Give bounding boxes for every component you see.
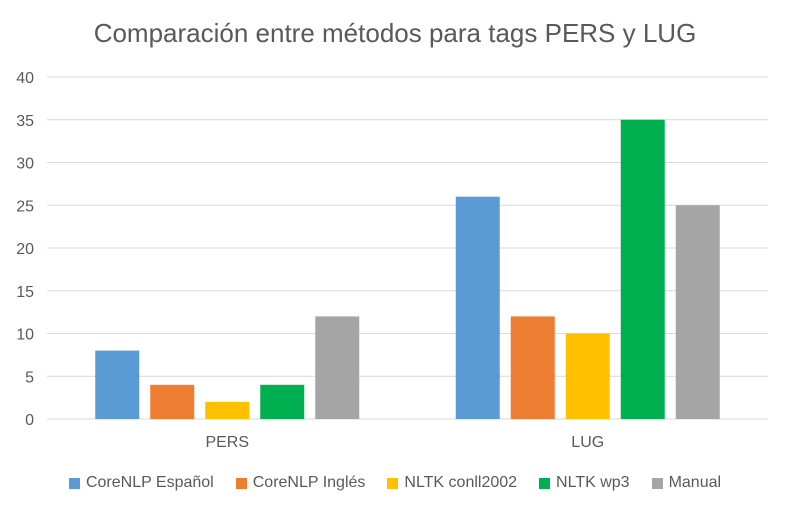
bar bbox=[510, 316, 555, 419]
bar bbox=[455, 196, 500, 419]
legend-label: CoreNLP Español bbox=[85, 474, 214, 491]
y-tick-label: 10 bbox=[16, 327, 34, 344]
legend-label: CoreNLP Inglés bbox=[252, 474, 366, 491]
legend-item: CoreNLP Español bbox=[68, 474, 214, 492]
bar bbox=[315, 316, 360, 419]
legend-swatch bbox=[235, 477, 247, 489]
y-tick-label: 5 bbox=[25, 369, 34, 386]
y-tick-label: 30 bbox=[16, 156, 34, 173]
y-tick-label: 0 bbox=[25, 412, 34, 429]
bar bbox=[95, 350, 140, 419]
legend-label: NLTK wp3 bbox=[556, 474, 630, 491]
bar bbox=[675, 205, 720, 419]
bar bbox=[565, 333, 610, 419]
plot-area: 0 5 10 15 20 25 30 35 40 PERS LUG bbox=[16, 70, 768, 451]
bar bbox=[150, 384, 195, 419]
y-tick-label: 20 bbox=[16, 241, 34, 258]
legend-swatch bbox=[651, 477, 663, 489]
bar bbox=[260, 384, 305, 419]
legend-item: Manual bbox=[651, 474, 722, 492]
x-tick-label: LUG bbox=[571, 434, 604, 451]
legend-item: NLTK wp3 bbox=[539, 474, 630, 492]
y-tick-label: 15 bbox=[16, 284, 34, 301]
y-tick-label: 40 bbox=[16, 70, 34, 87]
y-tick-label: 35 bbox=[16, 113, 34, 130]
legend-label: Manual bbox=[668, 474, 722, 491]
chart-title: Comparación entre métodos para tags PERS… bbox=[93, 18, 697, 48]
x-tick-label: PERS bbox=[205, 434, 249, 451]
legend-label: NLTK conll2002 bbox=[404, 474, 518, 491]
bar bbox=[205, 401, 250, 419]
legend-swatch bbox=[68, 477, 80, 489]
legend: CoreNLP Español CoreNLP Inglés NLTK conll2… bbox=[0, 474, 790, 492]
legend-item: NLTK conll2002 bbox=[387, 474, 517, 492]
y-tick-label: 25 bbox=[16, 198, 34, 215]
legend-item: CoreNLP Inglés bbox=[235, 474, 366, 492]
legend-swatch bbox=[539, 477, 551, 489]
bar bbox=[620, 119, 665, 419]
legend-swatch bbox=[387, 477, 399, 489]
